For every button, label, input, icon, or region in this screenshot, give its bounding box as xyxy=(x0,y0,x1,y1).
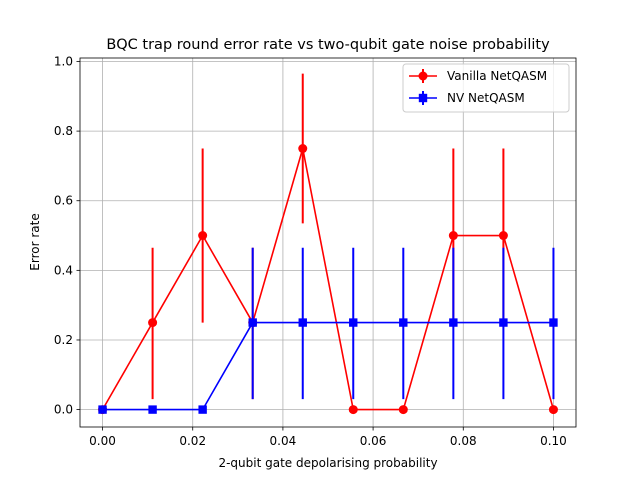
y-tick-label: 0.2 xyxy=(54,333,73,347)
legend-box xyxy=(402,63,570,113)
data-point xyxy=(548,405,558,415)
data-point xyxy=(399,318,408,327)
data-point xyxy=(98,405,107,414)
data-point xyxy=(448,231,458,241)
data-point xyxy=(449,318,458,327)
y-tick-label: 0.6 xyxy=(54,194,73,208)
x-tick-label: 0.10 xyxy=(540,434,567,448)
legend-marker xyxy=(418,93,428,103)
x-tick-label: 0.08 xyxy=(450,434,477,448)
plot-series xyxy=(98,73,558,415)
data-point xyxy=(148,405,157,414)
y-tick-label: 0.4 xyxy=(54,263,73,277)
data-point xyxy=(298,144,308,154)
data-point xyxy=(349,318,358,327)
axis-ticks: 0.00 0.02 0.04 0.06 0.08 0.10 0.0 0.2 0.4 0.6 0.8 1… xyxy=(54,54,567,448)
legend: Vanilla NetQASM NV NetQASM xyxy=(402,63,570,113)
data-point xyxy=(398,405,408,415)
data-point xyxy=(248,318,257,327)
y-tick-label: 1.0 xyxy=(54,54,73,68)
x-tick-label: 0.06 xyxy=(360,434,387,448)
data-point xyxy=(148,318,158,328)
plot-frame xyxy=(79,57,577,428)
y-axis-label: Error rate xyxy=(28,213,42,270)
series-line xyxy=(102,321,554,411)
y-tick-label: 0.0 xyxy=(54,403,73,417)
legend-label: Vanilla NetQASM xyxy=(447,69,547,83)
data-point xyxy=(348,405,358,415)
x-tick-label: 0.04 xyxy=(270,434,297,448)
data-point xyxy=(198,231,208,241)
grid xyxy=(80,58,576,427)
series-nv-netqasm xyxy=(98,247,558,414)
x-tick-label: 0.02 xyxy=(179,434,206,448)
data-point xyxy=(499,318,508,327)
data-point xyxy=(498,231,508,241)
x-tick-label: 0.00 xyxy=(89,434,116,448)
data-point xyxy=(298,318,307,327)
legend-marker xyxy=(418,71,428,81)
data-point xyxy=(198,405,207,414)
y-tick-label: 0.8 xyxy=(54,124,73,138)
series-line xyxy=(101,148,555,411)
legend-label: NV NetQASM xyxy=(447,91,525,105)
data-point xyxy=(549,318,558,327)
x-axis-label: 2-qubit gate depolarising probability xyxy=(218,456,437,470)
chart-title: BQC trap round error rate vs two-qubit g… xyxy=(106,37,550,53)
